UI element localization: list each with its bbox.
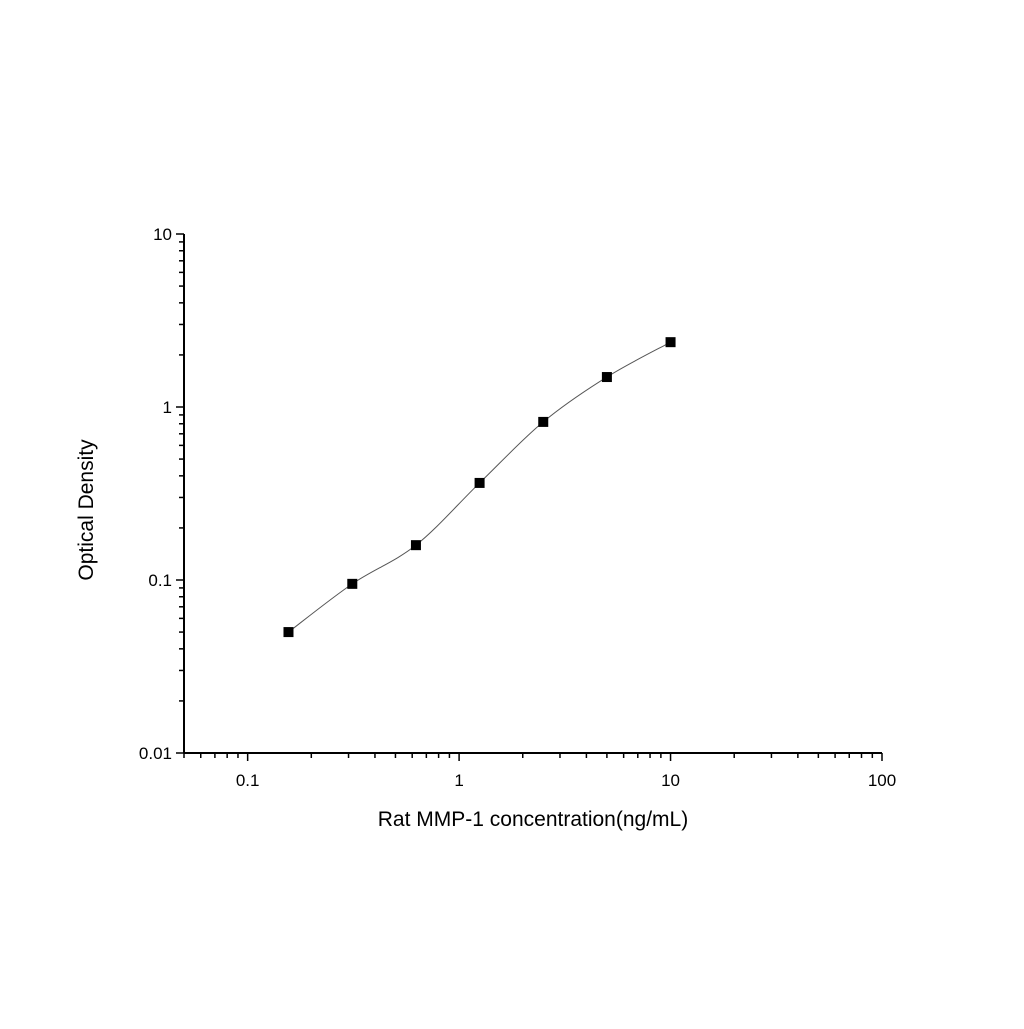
data-point bbox=[410, 540, 421, 551]
data-point bbox=[283, 627, 294, 638]
data-point bbox=[665, 337, 676, 348]
y-tick-label: 0.1 bbox=[148, 571, 172, 590]
y-tick-label: 0.01 bbox=[139, 744, 172, 763]
data-point bbox=[538, 416, 549, 427]
data-point bbox=[347, 578, 358, 589]
axes: 0.1 1 10 100 0.01 0.1 1 10 bbox=[139, 225, 896, 790]
data-point bbox=[601, 372, 612, 383]
data-points bbox=[283, 337, 676, 638]
x-axis-label: Rat MMP-1 concentration(ng/mL) bbox=[378, 808, 688, 831]
x-tick-label: 0.1 bbox=[236, 771, 260, 790]
x-tick-label: 100 bbox=[868, 771, 896, 790]
x-tick-label: 1 bbox=[454, 771, 463, 790]
x-tick-label: 10 bbox=[661, 771, 680, 790]
data-point bbox=[474, 477, 485, 488]
y-tick-label: 1 bbox=[163, 398, 172, 417]
y-axis-label: Optical Density bbox=[75, 439, 98, 581]
y-tick-label: 10 bbox=[153, 225, 172, 244]
